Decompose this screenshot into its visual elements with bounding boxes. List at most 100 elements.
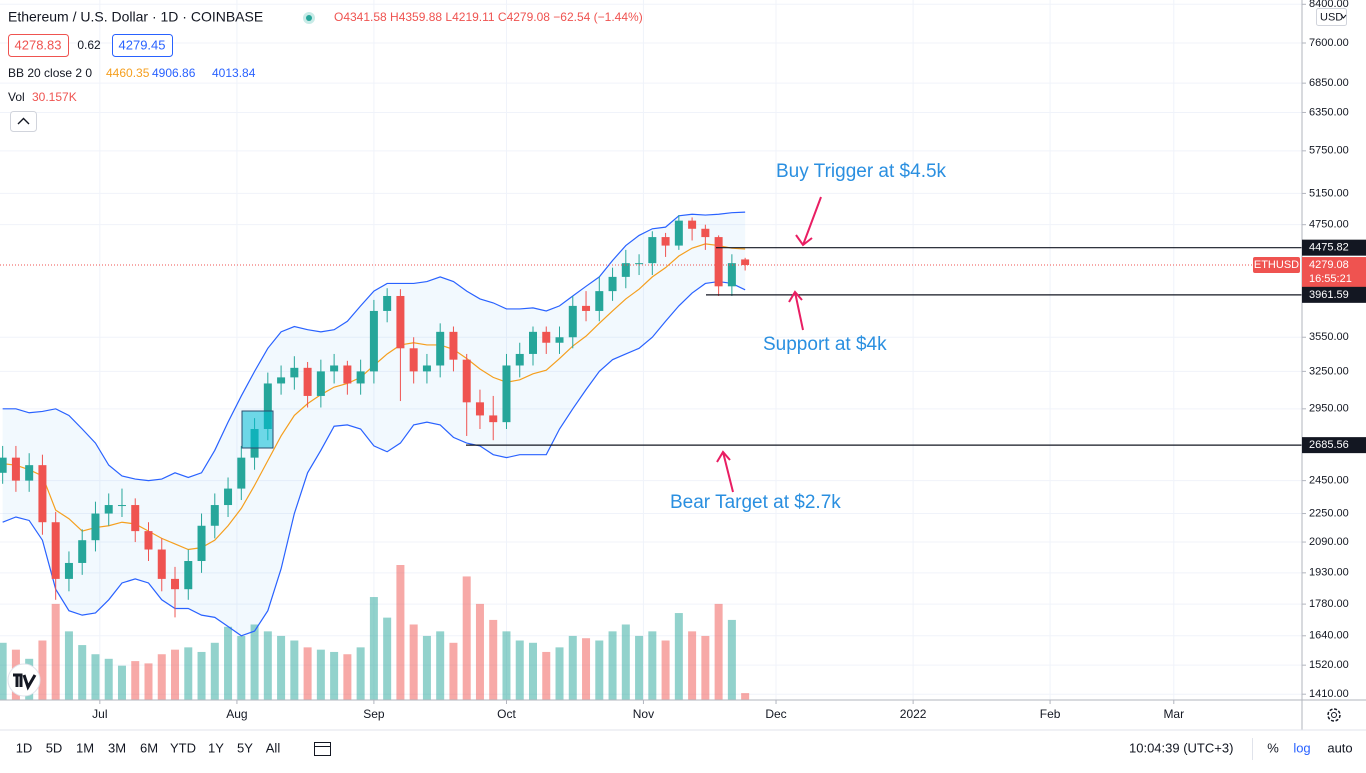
candle-body — [303, 367, 312, 396]
currency[interactable]: USD — [1320, 11, 1343, 23]
volume-bar — [635, 635, 644, 700]
volume-bar — [396, 565, 405, 700]
y-tick-label: 1930.00 — [1309, 567, 1349, 579]
volume-bar — [144, 663, 153, 700]
candle-body — [436, 331, 445, 366]
volume-bar — [568, 635, 577, 700]
scale-button[interactable]: % — [1267, 740, 1279, 755]
clock: 10:04:39 (UTC+3) — [1129, 740, 1233, 755]
bid[interactable]: 4278.83 — [15, 37, 62, 52]
candle-body — [369, 310, 378, 372]
volume-bar — [582, 638, 591, 700]
volume-bar — [277, 635, 286, 700]
bb-upper-value: 4906.86 — [152, 66, 196, 80]
timeframe-button[interactable]: 1M — [76, 740, 94, 755]
goto-date-icon[interactable] — [314, 742, 331, 756]
arrow — [788, 290, 804, 331]
candle-body — [224, 488, 233, 506]
candle-body — [78, 540, 87, 563]
volume-bar — [237, 635, 246, 700]
timeframe-button[interactable]: 1D — [16, 740, 33, 755]
scale-button[interactable]: auto — [1327, 740, 1352, 755]
y-tick-label: 1640.00 — [1309, 630, 1349, 642]
ask[interactable]: 4279.45 — [119, 37, 166, 52]
bid-box[interactable] — [8, 34, 69, 57]
currency-select[interactable] — [1316, 8, 1347, 26]
volume-bar — [688, 631, 697, 700]
timeframe-button[interactable]: 5Y — [237, 740, 253, 755]
x-tick-label: Jul — [92, 707, 107, 721]
symbol-tag — [1253, 257, 1300, 274]
candle-body — [688, 220, 697, 229]
bb-lower — [2, 280, 746, 637]
volume-bar — [515, 640, 524, 700]
volume-bar — [0, 642, 7, 700]
volume-bar — [727, 619, 736, 700]
volume-bar — [51, 603, 60, 700]
candle-body — [263, 383, 272, 429]
x-tick-label: 2022 — [900, 707, 927, 721]
candle-body — [38, 465, 47, 523]
y-tick-label: 5750.00 — [1309, 145, 1349, 157]
annotation: Buy Trigger at $4.5k — [776, 161, 947, 182]
candle-body — [0, 457, 7, 473]
level-tag-label: 2685.56 — [1309, 439, 1349, 451]
scale-button[interactable]: log — [1293, 740, 1310, 755]
candle-body — [608, 276, 617, 292]
bb-upper — [2, 211, 746, 482]
y-tick-label: 2450.00 — [1309, 475, 1349, 487]
timeframe-button[interactable]: 1Y — [208, 740, 224, 755]
y-tick-label: 8400.00 — [1309, 0, 1349, 10]
ask-box[interactable] — [112, 34, 173, 57]
logo-circle — [7, 663, 41, 697]
arrows — [716, 196, 822, 493]
candle-body — [144, 531, 153, 550]
timeframe-button[interactable]: YTD — [170, 740, 196, 755]
timeframe-button[interactable]: 3M — [108, 740, 126, 755]
arrow — [795, 196, 822, 247]
candle-body — [635, 263, 644, 265]
volume-bar — [250, 624, 259, 700]
y-tick-label: 6850.00 — [1309, 77, 1349, 89]
candle-body — [237, 457, 246, 489]
candle-body — [343, 365, 352, 384]
timeframe-button[interactable]: 5D — [46, 740, 63, 755]
x-tick-label: Feb — [1040, 707, 1061, 721]
candle-body — [701, 228, 710, 238]
settings-icon[interactable] — [1327, 708, 1341, 722]
volume-bar — [409, 624, 418, 700]
y-tick-label: 4750.00 — [1309, 219, 1349, 231]
candle-body — [64, 562, 73, 579]
x-tick-label: Mar — [1163, 707, 1184, 721]
y-tick-label: 7600.00 — [1309, 37, 1349, 49]
bb-lower-value: 4013.84 — [212, 66, 256, 80]
spread: 0.62 — [77, 38, 101, 52]
volume-bar — [475, 603, 484, 700]
volume-bar — [528, 642, 537, 700]
collapse-button[interactable] — [10, 111, 37, 132]
symbol-tag-label: ETHUSD — [1254, 259, 1299, 271]
annotation: Bear Target at $2.7k — [670, 492, 841, 513]
candle-body — [621, 263, 630, 277]
volume-bar — [171, 649, 180, 700]
candle-body — [356, 371, 365, 384]
candle-body — [475, 402, 484, 416]
candle-body — [197, 525, 206, 562]
timeframe-button[interactable]: All — [266, 740, 281, 755]
volume-bar — [184, 647, 193, 700]
y-tick-label: 5150.00 — [1309, 187, 1349, 199]
volume-bar — [422, 635, 431, 700]
y-tick-label: 6350.00 — [1309, 106, 1349, 118]
volume-bar — [157, 654, 166, 700]
volume-bar — [78, 645, 87, 700]
volume-bar — [701, 635, 710, 700]
y-tick-label: 1780.00 — [1309, 598, 1349, 610]
volume-bar — [502, 631, 511, 700]
timeframe-button[interactable]: 6M — [140, 740, 158, 755]
candle-body — [422, 365, 431, 372]
level-tag — [1302, 239, 1366, 256]
level-tag — [1302, 437, 1366, 454]
volume-bar — [131, 661, 140, 700]
